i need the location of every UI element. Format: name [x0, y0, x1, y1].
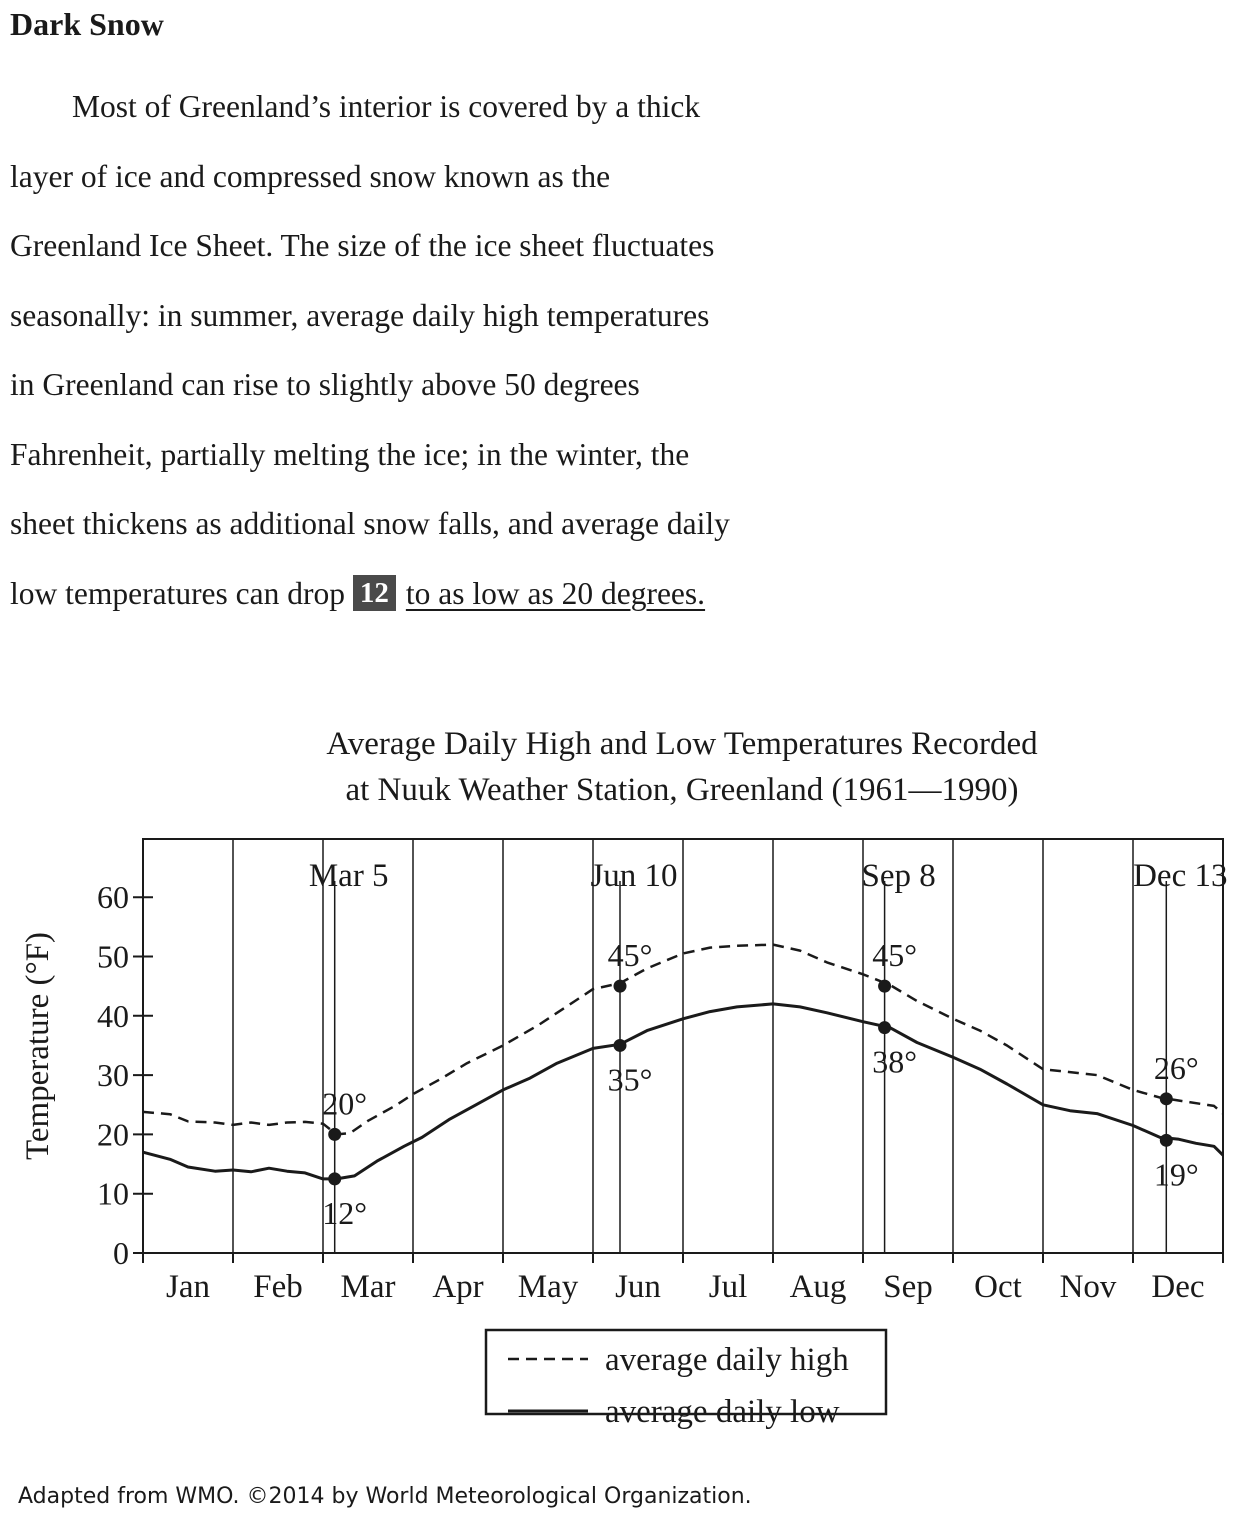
y-tick-label: 0 [113, 1235, 129, 1271]
month-label: Apr [432, 1269, 483, 1305]
month-label: May [518, 1269, 579, 1305]
passage-line: Fahrenheit, partially melting the ice; i… [10, 436, 690, 472]
month-label: Jul [709, 1269, 748, 1305]
month-label: Jan [166, 1269, 210, 1305]
marked-date-labels: Mar 5 Jun 10 Sep 8 Dec 13 [309, 858, 1228, 894]
month-label: Dec [1151, 1269, 1204, 1305]
passage-line: low temperatures can drop [10, 575, 345, 611]
annotations: 20° 12° 45° 35° 45° 38° 26° 19° [322, 937, 1198, 1231]
annotation-point [613, 1038, 627, 1052]
marked-date-label: Dec 13 [1133, 858, 1227, 894]
marked-date-label: Sep 8 [861, 858, 935, 894]
marked-date-label: Mar 5 [309, 858, 389, 894]
month-label: Aug [790, 1269, 847, 1305]
annotation-point [878, 979, 892, 993]
passage-line: layer of ice and compressed snow known a… [10, 158, 611, 194]
passage-title: Dark Snow [10, 6, 164, 42]
month-label: Oct [974, 1269, 1022, 1305]
month-label: Nov [1060, 1269, 1117, 1305]
passage-line: in Greenland can rise to slightly above … [10, 367, 640, 402]
underlined-question-text[interactable]: to as low as 20 degrees. [405, 575, 706, 611]
passage-line: seasonally: in summer, average daily hig… [10, 297, 710, 333]
y-tick-label: 60 [97, 879, 129, 915]
marked-date-label: Jun 10 [590, 858, 677, 894]
y-tick-label: 50 [97, 939, 129, 975]
legend-box [484, 1328, 888, 1416]
month-label: Sep [883, 1269, 933, 1305]
passage-line: Greenland Ice Sheet. The size of the ice… [10, 228, 715, 263]
y-tick-label: 10 [97, 1176, 129, 1212]
annotation-point [878, 1021, 892, 1035]
annotation-label: 45° [872, 937, 917, 973]
annotation-label: 38° [872, 1044, 917, 1080]
annotation-point [1159, 1133, 1173, 1147]
passage-text: Most of Greenland’s interior is covered … [10, 72, 860, 628]
x-axis: Jan Feb Mar Apr May Jun Jul Aug Sep Oct Nov Dec [142, 1253, 1224, 1305]
annotation-label: 12° [322, 1195, 367, 1231]
y-tick-label: 40 [97, 998, 129, 1034]
annotation-point [1159, 1092, 1173, 1106]
y-tick-label: 20 [97, 1116, 129, 1152]
chart-title-line2: at Nuuk Weather Station, Greenland (1961… [345, 772, 1018, 808]
y-axis-label: Temperature (°F) [20, 932, 56, 1160]
month-label: Mar [341, 1269, 396, 1305]
passage-line: sheet thickens as additional snow falls,… [10, 506, 730, 541]
annotation-label: 45° [608, 937, 653, 973]
question-number-box[interactable]: 12 [352, 574, 396, 611]
month-label: Feb [253, 1269, 303, 1305]
y-tick-label: 30 [97, 1057, 129, 1093]
temperature-chart: Average Daily High and Low Temperatures … [20, 726, 1228, 1430]
legend: average daily high average daily low [484, 1328, 888, 1430]
annotation-label: 26° [1154, 1050, 1199, 1086]
passage-line: Most of Greenland’s interior is covered … [72, 89, 701, 124]
source-credit: Adapted from WMO. ©2014 by World Meteoro… [18, 1484, 752, 1509]
legend-entry-low: average daily low [605, 1394, 840, 1430]
chart-title-line1: Average Daily High and Low Temperatures … [326, 726, 1038, 762]
legend-entry-high: average daily high [605, 1342, 849, 1378]
annotation-label: 20° [322, 1085, 367, 1121]
month-grid [232, 839, 1168, 1253]
annotation-point [328, 1172, 342, 1186]
y-axis: 0 10 20 30 40 50 60 [97, 879, 153, 1271]
annotation-point [613, 979, 627, 993]
series-line-low [142, 1002, 1225, 1181]
month-label: Jun [615, 1269, 661, 1305]
annotation-point [328, 1127, 342, 1141]
annotation-label: 19° [1154, 1156, 1199, 1192]
annotation-label: 35° [608, 1061, 653, 1097]
